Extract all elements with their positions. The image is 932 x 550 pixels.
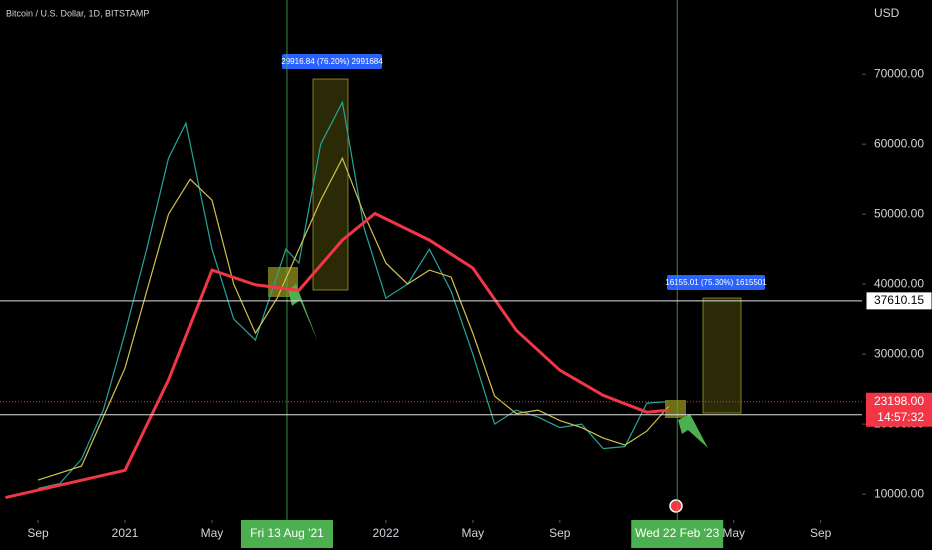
countdown: 14:57:32 bbox=[877, 410, 924, 424]
y-tick-label: 30000.00 bbox=[874, 346, 924, 360]
arrow bbox=[678, 414, 708, 448]
x-tick-label: May bbox=[462, 526, 485, 540]
y-tick-label: 50000.00 bbox=[874, 206, 924, 220]
last-price-label: 23198.00 bbox=[874, 394, 924, 408]
annotation-box bbox=[667, 275, 765, 290]
arrow bbox=[288, 284, 318, 342]
chart-title: Bitcoin / U.S. Dollar, 1D, BITSTAMP bbox=[6, 8, 149, 18]
y-tick-label: 60000.00 bbox=[874, 136, 924, 150]
measure-box bbox=[702, 297, 742, 414]
annotation: 29916.84 (76.20%) 2991684 bbox=[281, 57, 383, 66]
measure-box bbox=[312, 78, 349, 291]
date-label-box bbox=[240, 520, 333, 548]
date-label: Wed 22 Feb '23 bbox=[635, 526, 719, 540]
x-tick-label: 2021 bbox=[112, 526, 139, 540]
level-label-box bbox=[865, 291, 932, 311]
level-label: 37610.15 bbox=[874, 293, 924, 307]
currency: USD bbox=[874, 6, 900, 20]
x-tick-label: 2022 bbox=[373, 526, 400, 540]
event-icon[interactable] bbox=[669, 499, 683, 513]
x-tick-label: Sep bbox=[549, 526, 571, 540]
y-tick-label: 10000.00 bbox=[874, 486, 924, 500]
price-line bbox=[37, 156, 669, 481]
date-label: Fri 13 Aug '21 bbox=[250, 526, 324, 540]
highlight-box bbox=[665, 400, 686, 418]
y-tick-label: 40000.00 bbox=[874, 276, 924, 290]
annotation: 16155.01 (75.30%) 1615501 bbox=[665, 278, 767, 287]
price-line bbox=[5, 211, 669, 500]
x-tick-label: May bbox=[722, 526, 745, 540]
last-price-box bbox=[866, 392, 932, 427]
x-tick-label: Sep bbox=[27, 526, 49, 540]
annotation-box bbox=[282, 54, 382, 69]
x-tick-label: Sep bbox=[810, 526, 832, 540]
price-line bbox=[37, 100, 669, 490]
date-label-box bbox=[631, 520, 724, 548]
x-tick-label: May bbox=[201, 526, 224, 540]
y-tick-label: 70000.00 bbox=[874, 66, 924, 80]
